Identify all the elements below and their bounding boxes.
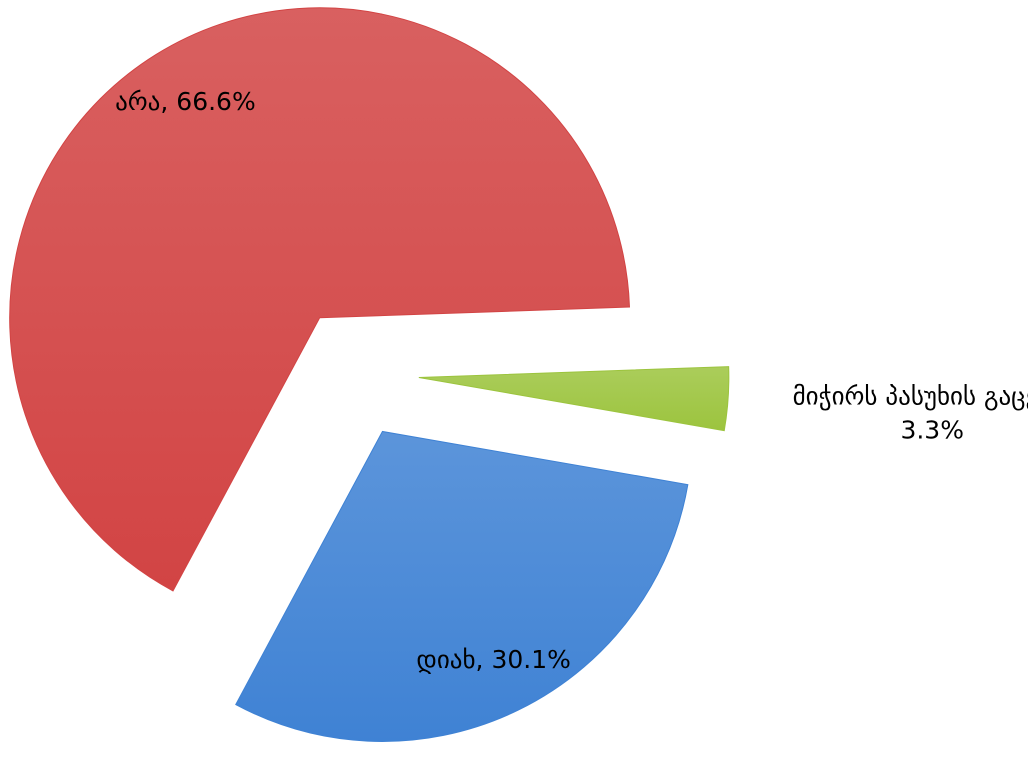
category-label: არა xyxy=(115,87,161,117)
value-label: 3.3% xyxy=(900,414,964,444)
pie-slice xyxy=(418,366,730,432)
label-separator: , xyxy=(475,645,492,675)
data-label: მიჭირს პასუხის გაცემა, 3.3% xyxy=(792,379,1028,447)
category-label: მიჭირს პასუხის გაცემა xyxy=(792,381,1028,411)
data-label: დიახ, 30.1% xyxy=(416,643,570,677)
category-label: დიახ xyxy=(416,645,476,675)
label-separator: , xyxy=(160,87,177,117)
data-label: არა, 66.6% xyxy=(115,85,256,119)
pie-slice xyxy=(235,430,689,742)
pie-slice xyxy=(9,7,631,592)
value-label: 66.6% xyxy=(176,87,256,117)
value-label: 30.1% xyxy=(491,645,571,675)
